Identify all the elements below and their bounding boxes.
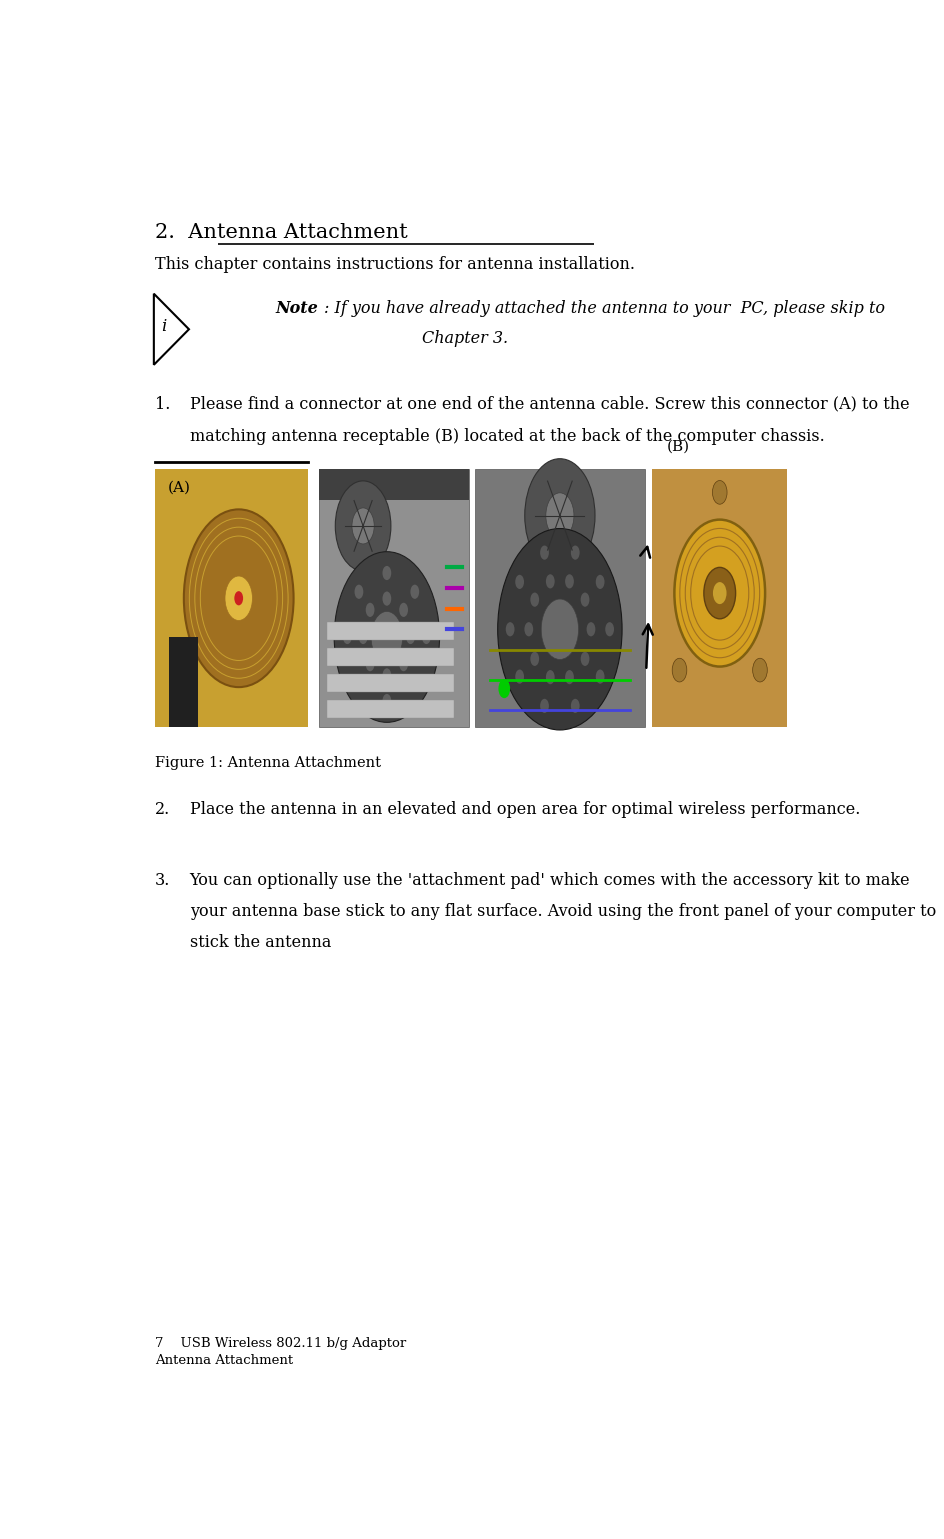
Circle shape <box>515 574 524 589</box>
Circle shape <box>546 492 574 539</box>
Circle shape <box>571 545 580 560</box>
Circle shape <box>352 508 374 543</box>
Circle shape <box>672 659 687 682</box>
Circle shape <box>411 676 419 689</box>
Circle shape <box>399 657 408 671</box>
Text: 2.  Antenna Attachment: 2. Antenna Attachment <box>155 223 407 242</box>
Circle shape <box>525 622 533 636</box>
Circle shape <box>581 651 589 666</box>
Text: your antenna base stick to any flat surface. Avoid using the front panel of your: your antenna base stick to any flat surf… <box>190 903 936 920</box>
Circle shape <box>365 657 375 671</box>
Circle shape <box>565 669 574 685</box>
Circle shape <box>497 528 622 729</box>
Circle shape <box>343 629 352 645</box>
Circle shape <box>382 591 391 606</box>
Text: Place the antenna in an elevated and open area for optimal wireless performance.: Place the antenna in an elevated and ope… <box>190 800 860 817</box>
Circle shape <box>355 585 363 599</box>
Circle shape <box>359 629 367 645</box>
Circle shape <box>571 699 580 713</box>
Text: : If you have already attached the antenna to your  PC, please skip to: : If you have already attached the anten… <box>324 300 885 317</box>
Text: 2.: 2. <box>155 800 170 817</box>
Text: matching antenna receptable (B) located at the back of the computer chassis.: matching antenna receptable (B) located … <box>190 428 824 445</box>
Circle shape <box>540 545 548 560</box>
Text: (A): (A) <box>168 480 191 496</box>
Circle shape <box>184 509 294 686</box>
Bar <box>155 469 308 728</box>
Circle shape <box>605 622 614 636</box>
Circle shape <box>365 603 375 617</box>
Circle shape <box>406 629 415 645</box>
Bar <box>327 674 454 693</box>
Bar <box>169 637 198 728</box>
Circle shape <box>399 603 408 617</box>
Circle shape <box>565 574 574 588</box>
Circle shape <box>234 591 244 605</box>
Circle shape <box>531 651 539 666</box>
Text: 3.: 3. <box>155 873 170 890</box>
Circle shape <box>411 585 419 599</box>
Text: stick the antenna: stick the antenna <box>190 934 331 951</box>
Circle shape <box>334 551 440 722</box>
Text: You can optionally use the 'attachment pad' which comes with the accessory kit t: You can optionally use the 'attachment p… <box>190 873 910 890</box>
Circle shape <box>752 659 767 682</box>
Circle shape <box>546 669 555 685</box>
Text: (B): (B) <box>666 440 690 454</box>
Circle shape <box>382 694 391 708</box>
Text: Figure 1: Antenna Attachment: Figure 1: Antenna Attachment <box>155 756 380 770</box>
Text: Chapter 3.: Chapter 3. <box>422 331 508 348</box>
Circle shape <box>531 593 539 606</box>
Bar <box>327 622 454 640</box>
Circle shape <box>506 622 514 636</box>
Text: Note: Note <box>276 300 318 317</box>
Text: Please find a connector at one end of the antenna cable. Screw this connector (A: Please find a connector at one end of th… <box>190 396 909 412</box>
Bar <box>327 700 454 717</box>
Bar <box>652 469 787 728</box>
Circle shape <box>225 576 252 620</box>
Circle shape <box>525 459 595 573</box>
Text: 1.: 1. <box>155 396 170 412</box>
Circle shape <box>674 520 765 666</box>
Circle shape <box>586 622 596 636</box>
Circle shape <box>382 566 391 580</box>
Text: Antenna Attachment: Antenna Attachment <box>155 1354 293 1367</box>
Text: i: i <box>161 319 167 336</box>
Circle shape <box>540 699 548 713</box>
Bar <box>327 648 454 666</box>
Circle shape <box>596 574 604 589</box>
Circle shape <box>382 668 391 682</box>
Bar <box>475 469 645 728</box>
Circle shape <box>596 669 604 683</box>
Circle shape <box>422 629 430 645</box>
Bar <box>319 469 469 500</box>
Circle shape <box>498 679 510 699</box>
Circle shape <box>355 676 363 689</box>
Circle shape <box>371 611 403 663</box>
Circle shape <box>713 480 727 505</box>
Circle shape <box>704 568 735 619</box>
Circle shape <box>546 574 555 588</box>
Circle shape <box>713 582 727 605</box>
Circle shape <box>335 480 391 571</box>
Text: 7    USB Wireless 802.11 b/g Adaptor: 7 USB Wireless 802.11 b/g Adaptor <box>155 1336 406 1350</box>
Circle shape <box>541 599 579 660</box>
Circle shape <box>515 669 524 683</box>
Bar <box>319 469 469 728</box>
Circle shape <box>581 593 589 606</box>
Text: This chapter contains instructions for antenna installation.: This chapter contains instructions for a… <box>155 255 634 272</box>
